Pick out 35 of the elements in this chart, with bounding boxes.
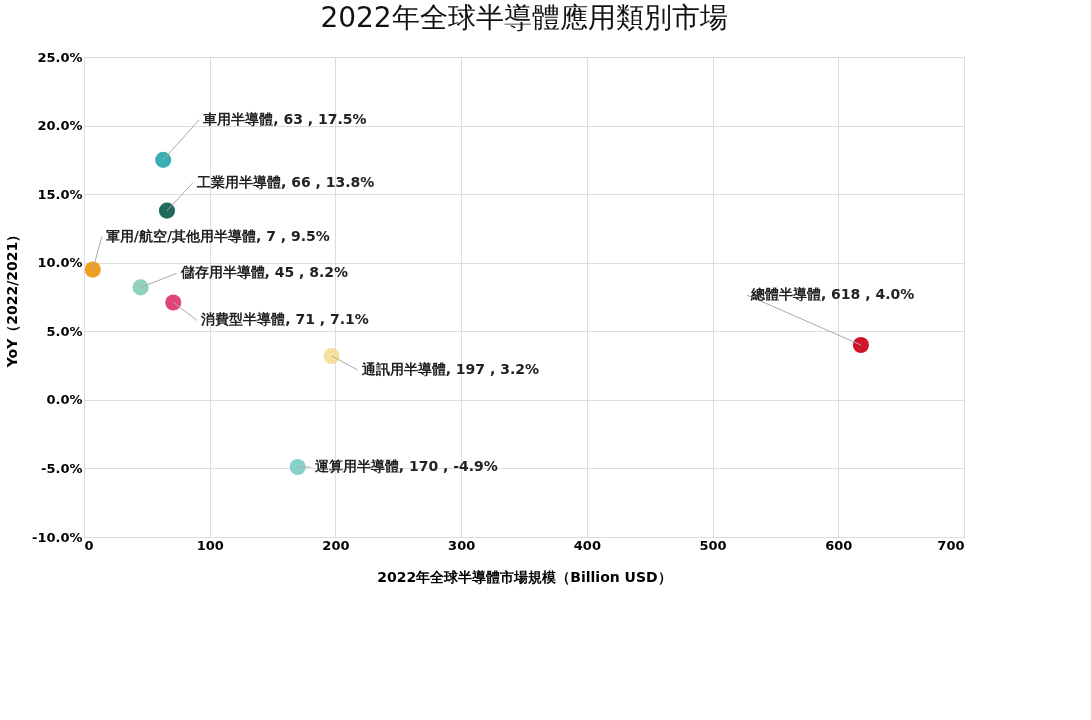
y-tick-label: 10.0% bbox=[37, 255, 83, 271]
point bbox=[289, 459, 306, 476]
y-tick-label: 25.0% bbox=[37, 49, 83, 65]
x-tick-label: 0 bbox=[84, 537, 94, 553]
x-tick-label: 100 bbox=[196, 537, 224, 553]
y-tick-label: 5.0% bbox=[46, 323, 83, 339]
x-tick-label: 400 bbox=[573, 537, 601, 553]
point bbox=[852, 336, 869, 354]
y-tick-label: -5.0% bbox=[41, 460, 83, 476]
y-tick-label: 15.0% bbox=[37, 186, 83, 202]
y-tick-label: 20.0% bbox=[37, 118, 83, 134]
annotation: 軍用/航空/其他用半導體, 7 , 9.5% bbox=[105, 227, 330, 244]
point bbox=[158, 202, 176, 219]
point bbox=[84, 261, 101, 278]
chart-title: 2022年全球半導體應用類別市場 bbox=[320, 1, 728, 34]
x-axis-title: 2022年全球半導體市場規模（Billion USD） bbox=[377, 568, 672, 585]
x-tick-label: 200 bbox=[322, 537, 350, 553]
x-tick-label: 500 bbox=[699, 537, 727, 553]
x-tick-label: 600 bbox=[825, 537, 853, 553]
y-tick-label: 0.0% bbox=[46, 392, 83, 408]
point bbox=[323, 347, 340, 365]
annotation: 通訊用半導體, 197 , 3.2% bbox=[360, 360, 539, 377]
annotation: 工業用半導體, 66 , 13.8% bbox=[195, 173, 375, 190]
x-tick-label: 300 bbox=[448, 537, 476, 553]
point bbox=[132, 279, 149, 296]
point bbox=[155, 151, 172, 168]
annotation: 儲存用半導體, 45 , 8.2% bbox=[179, 264, 349, 281]
point bbox=[165, 294, 182, 311]
annotation: 總體半導體, 618 , 4.0% bbox=[749, 286, 915, 302]
annotation: 車用半導體, 63 , 17.5% bbox=[202, 110, 367, 127]
annotation: 消費型半導體, 71 , 7.1% bbox=[200, 311, 369, 328]
annotation: 運算用半導體, 170 , -4.9% bbox=[313, 458, 498, 475]
x-tick-label: 700 bbox=[937, 537, 965, 553]
y-axis-title: YoY（2022/2021） bbox=[4, 227, 20, 369]
y-tick-label: -10.0% bbox=[32, 529, 83, 545]
